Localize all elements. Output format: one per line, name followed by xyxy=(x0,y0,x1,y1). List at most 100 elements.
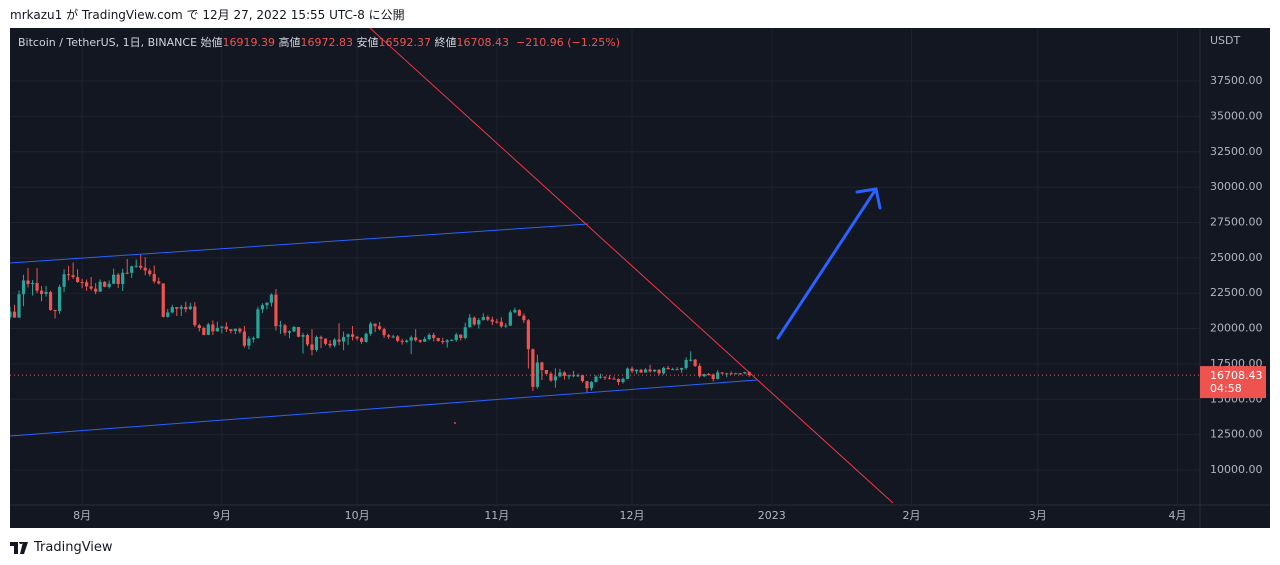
candle-body xyxy=(675,369,679,371)
candle-body xyxy=(269,294,274,303)
candle-body xyxy=(139,265,143,268)
candle-body xyxy=(233,328,237,331)
candle-body xyxy=(130,266,134,273)
candle-body xyxy=(621,378,625,383)
candle-body xyxy=(544,369,549,374)
candle-body xyxy=(549,373,553,381)
candle-body xyxy=(224,326,228,330)
x-tick-label: 8月 xyxy=(73,509,91,522)
candle-body xyxy=(418,340,422,342)
candle-body xyxy=(143,267,147,271)
candle-body xyxy=(175,307,179,309)
countdown: 04:58 xyxy=(1210,382,1242,395)
candle-body xyxy=(260,305,265,310)
x-tick-label: 3月 xyxy=(1029,509,1047,522)
candle-body xyxy=(639,369,643,373)
x-tick-label: 11月 xyxy=(484,509,509,522)
candle-body xyxy=(373,323,377,327)
candle-body xyxy=(666,367,670,370)
candle-body xyxy=(44,292,48,294)
candle-body xyxy=(319,337,323,339)
candle-body xyxy=(387,335,391,337)
candle-body xyxy=(53,310,57,312)
candle-body xyxy=(400,340,404,342)
candle-body xyxy=(409,337,413,341)
candle-body xyxy=(405,340,409,342)
open-value: 16919.39 xyxy=(222,36,276,49)
candle-body xyxy=(369,323,373,334)
candle-body xyxy=(161,283,165,317)
candle-body xyxy=(427,334,431,340)
candle-body xyxy=(698,365,702,377)
y-axis-label: USDT xyxy=(1210,34,1241,47)
candle-body xyxy=(332,339,337,346)
candle-body xyxy=(540,362,544,370)
candle-body xyxy=(35,283,39,291)
candle-body xyxy=(445,340,449,343)
low-label: 安値 xyxy=(356,36,379,49)
candle-body xyxy=(707,374,711,376)
candle-body xyxy=(197,325,201,328)
candle-body xyxy=(116,274,120,285)
candle-body xyxy=(729,373,733,375)
candle-body xyxy=(215,327,219,332)
candle-body xyxy=(436,338,440,342)
candle-body xyxy=(747,372,751,376)
candle-body xyxy=(287,331,292,333)
last-price-label: 16708.43 xyxy=(1210,369,1263,382)
candle-body xyxy=(39,290,44,294)
candle-body xyxy=(57,286,62,312)
candle-body xyxy=(743,372,747,374)
candle-body xyxy=(89,286,93,289)
candle-body xyxy=(526,320,530,350)
candle-body xyxy=(463,327,467,339)
symbol: Bitcoin / TetherUS, 1日, BINANCE xyxy=(18,36,198,49)
candle-body xyxy=(643,369,648,373)
candle-body xyxy=(571,375,576,377)
candle-body xyxy=(499,321,503,327)
candle-body xyxy=(170,307,174,313)
candle-body xyxy=(423,339,427,342)
candle-body xyxy=(121,272,125,285)
candle-body xyxy=(603,376,607,378)
candle-body xyxy=(251,338,256,340)
y-tick-label: 32500.00 xyxy=(1210,145,1263,158)
candle-body xyxy=(103,281,107,287)
low-value: 16592.37 xyxy=(378,36,432,49)
footer: TradingView xyxy=(10,540,113,555)
candle-body xyxy=(468,317,472,328)
y-tick-label: 25000.00 xyxy=(1210,251,1263,264)
candle-body xyxy=(513,310,517,313)
candle-body xyxy=(26,280,30,285)
candle-body xyxy=(157,281,161,284)
candle-body xyxy=(508,312,512,326)
candle-body xyxy=(292,327,296,332)
candle-body xyxy=(558,372,562,377)
candle-body xyxy=(350,334,355,337)
candle-body xyxy=(107,283,111,287)
candle-body xyxy=(684,359,688,369)
candle-body xyxy=(355,336,359,339)
candle-body xyxy=(166,312,170,317)
candle-body xyxy=(634,369,639,372)
candle-body xyxy=(274,294,278,327)
y-tick-label: 27500.00 xyxy=(1210,215,1263,228)
x-tick-label: 10月 xyxy=(345,509,370,522)
candle-body xyxy=(738,373,742,375)
close-value: 16708.43 xyxy=(456,36,510,49)
candle-body xyxy=(580,375,585,382)
candle-body xyxy=(179,306,183,309)
y-tick-label: 20000.00 xyxy=(1210,322,1263,335)
candle-body xyxy=(693,359,697,366)
candle-body xyxy=(359,338,364,342)
downtrend-line xyxy=(369,28,894,504)
candle-body xyxy=(62,274,66,287)
candle-body xyxy=(346,334,350,337)
candle-body xyxy=(301,335,305,337)
candle-body xyxy=(522,315,526,321)
candle-body xyxy=(504,325,508,327)
candle-body xyxy=(661,367,666,374)
candle-body xyxy=(720,372,724,374)
candle-body xyxy=(716,372,720,379)
